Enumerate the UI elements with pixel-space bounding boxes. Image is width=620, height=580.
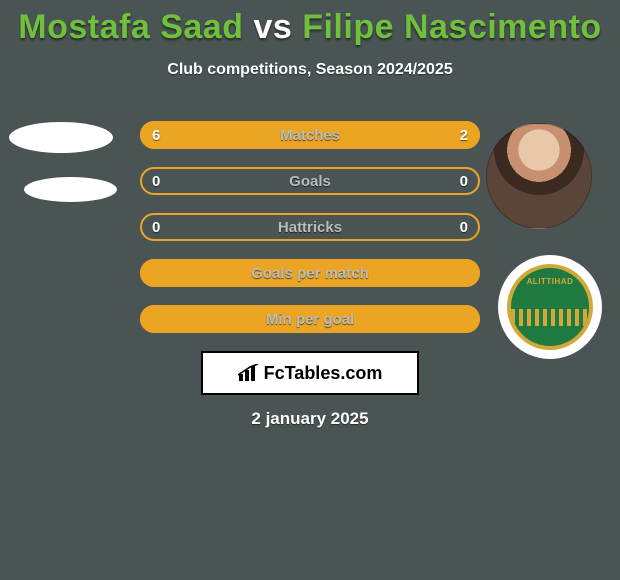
stat-row: Goals00 bbox=[140, 167, 480, 195]
stat-row: Goals per match bbox=[140, 259, 480, 287]
stat-track bbox=[140, 121, 480, 149]
stat-row: Min per goal bbox=[140, 305, 480, 333]
title-player1: Mostafa Saad bbox=[18, 8, 243, 46]
bar-chart-icon bbox=[238, 364, 260, 382]
stat-row: Matches62 bbox=[140, 121, 480, 149]
page-title: Mostafa Saad vs Filipe Nascimento bbox=[0, 0, 620, 47]
watermark-box: FcTables.com bbox=[201, 351, 419, 395]
stat-track bbox=[140, 305, 480, 333]
stats-container: Matches62 Goals00 Hattricks00 Goals per mat… bbox=[0, 121, 620, 333]
stat-track bbox=[140, 259, 480, 287]
stat-track bbox=[140, 213, 480, 241]
stat-row: Hattricks00 bbox=[140, 213, 480, 241]
stat-track bbox=[140, 167, 480, 195]
date-text: 2 january 2025 bbox=[0, 409, 620, 429]
subtitle: Club competitions, Season 2024/2025 bbox=[0, 61, 620, 79]
title-player2: Filipe Nascimento bbox=[302, 8, 601, 46]
watermark-text: FcTables.com bbox=[264, 363, 383, 384]
title-vs: vs bbox=[253, 8, 292, 46]
